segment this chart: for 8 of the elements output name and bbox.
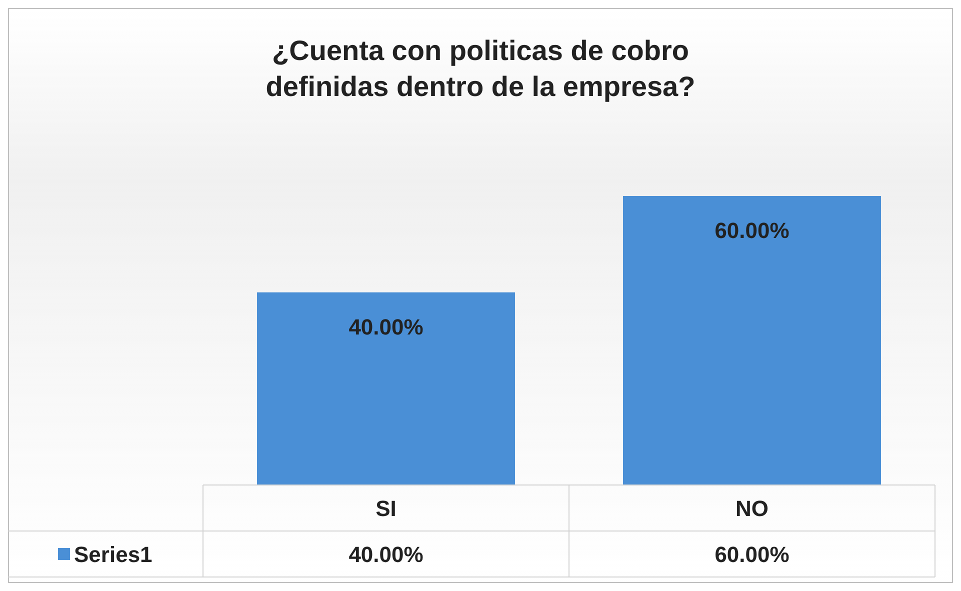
chart-title: ¿Cuenta con politicas de cobro definidas dentro de la empresa? [266,35,696,102]
data-label: 60.00% [714,542,790,567]
x-tick-label: NO [736,496,768,521]
data-label: 40.00% [348,542,424,567]
text: 60.00% [714,218,790,243]
x-tick-label: SI [376,496,396,521]
text: 40.00% [348,314,424,340]
legend-label: Series1 [74,542,152,567]
